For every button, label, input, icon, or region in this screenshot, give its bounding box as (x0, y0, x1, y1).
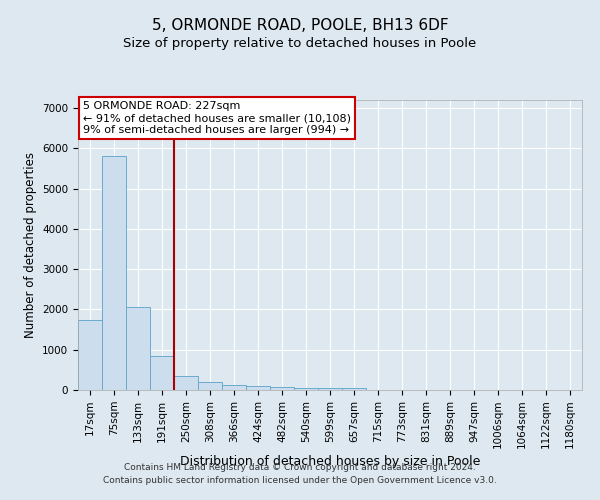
Bar (174, 376, 198, 390)
Bar (246, 386, 270, 390)
Text: 5 ORMONDE ROAD: 227sqm
← 91% of detached houses are smaller (10,108)
9% of semi-: 5 ORMONDE ROAD: 227sqm ← 91% of detached… (83, 102, 351, 134)
Text: Contains public sector information licensed under the Open Government Licence v3: Contains public sector information licen… (103, 476, 497, 485)
Bar (222, 385, 246, 390)
Bar (198, 382, 222, 390)
Bar (342, 388, 366, 390)
Bar (318, 388, 342, 390)
Bar (294, 388, 318, 390)
Bar (78, 320, 102, 390)
Bar (150, 356, 174, 390)
Y-axis label: Number of detached properties: Number of detached properties (23, 152, 37, 338)
X-axis label: Distribution of detached houses by size in Poole: Distribution of detached houses by size … (180, 456, 480, 468)
Bar (126, 308, 150, 390)
Bar (102, 156, 126, 390)
Text: 5, ORMONDE ROAD, POOLE, BH13 6DF: 5, ORMONDE ROAD, POOLE, BH13 6DF (152, 18, 448, 32)
Text: Contains HM Land Registry data © Crown copyright and database right 2024.: Contains HM Land Registry data © Crown c… (124, 464, 476, 472)
Text: Size of property relative to detached houses in Poole: Size of property relative to detached ho… (124, 38, 476, 51)
Bar (270, 387, 294, 390)
